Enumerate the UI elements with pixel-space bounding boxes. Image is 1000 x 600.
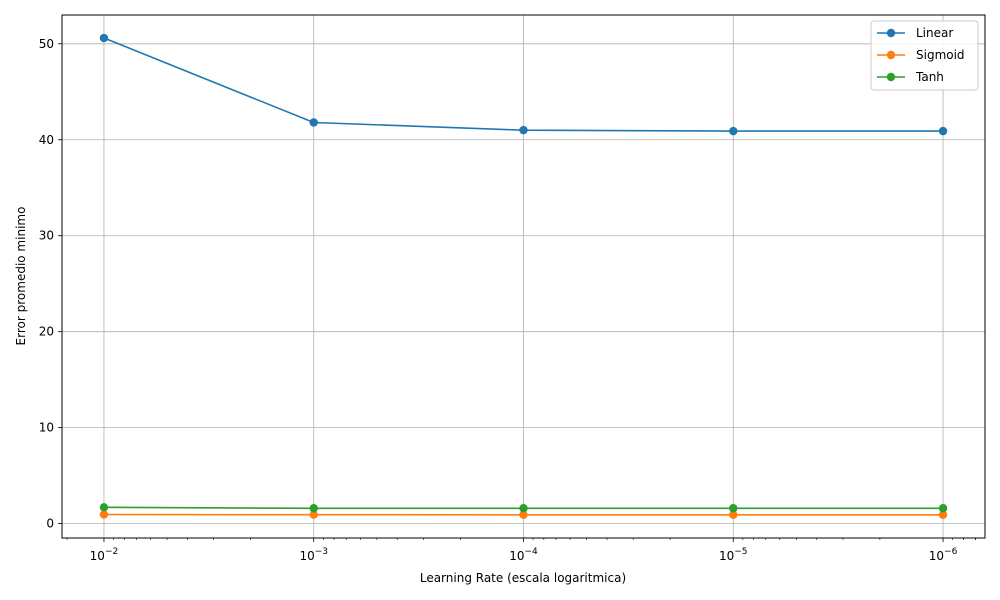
y-tick-label: 0 — [46, 517, 54, 531]
y-tick-label: 50 — [39, 37, 54, 51]
y-tick-label: 30 — [39, 229, 54, 243]
x-tick-label: 10−5 — [719, 547, 748, 563]
data-point — [309, 510, 318, 519]
y-tick-label: 40 — [39, 133, 54, 147]
legend-marker — [886, 72, 896, 82]
series-tanh — [99, 503, 948, 513]
data-point — [729, 126, 738, 136]
data-point — [519, 504, 528, 513]
x-tick-label: 10−3 — [299, 547, 328, 563]
x-tick-label: 10−4 — [509, 547, 538, 563]
legend-label: Sigmoid — [916, 48, 965, 62]
y-axis: 0 10 20 30 40 50 — [39, 37, 62, 531]
data-point — [938, 510, 948, 519]
y-axis-label: Error promedio minimo — [14, 207, 28, 346]
series-layer — [99, 33, 948, 519]
legend-marker — [886, 50, 896, 60]
x-axis-label: Learning Rate (escala logaritmica) — [420, 571, 626, 585]
data-point — [99, 503, 109, 512]
legend-item-sigmoid: Sigmoid — [877, 48, 965, 62]
legend-marker — [886, 28, 896, 38]
series-linear — [99, 33, 948, 136]
data-point — [729, 504, 738, 513]
legend-item-linear: Linear — [877, 26, 953, 40]
data-point — [938, 126, 948, 136]
x-tick-label: 10−6 — [929, 547, 958, 563]
legend-label: Linear — [916, 26, 953, 40]
legend-box — [870, 20, 979, 91]
y-tick-label: 20 — [39, 325, 54, 339]
data-point — [519, 510, 528, 519]
x-axis: 10−2 10−3 10−4 10−5 10−6 — [66, 538, 976, 563]
data-point — [309, 504, 318, 513]
data-point — [938, 504, 948, 513]
data-point — [729, 510, 738, 519]
legend-item-tanh: Tanh — [877, 70, 944, 84]
y-tick-label: 10 — [39, 421, 54, 435]
legend: Linear Sigmoid Tanh — [870, 20, 979, 91]
data-point — [309, 118, 318, 127]
legend-label: Tanh — [915, 70, 944, 84]
data-point — [99, 33, 109, 43]
grid — [62, 15, 985, 538]
series-sigmoid — [99, 510, 948, 519]
data-point — [99, 510, 109, 519]
data-point — [519, 125, 528, 135]
x-tick-label: 10−2 — [90, 547, 119, 563]
